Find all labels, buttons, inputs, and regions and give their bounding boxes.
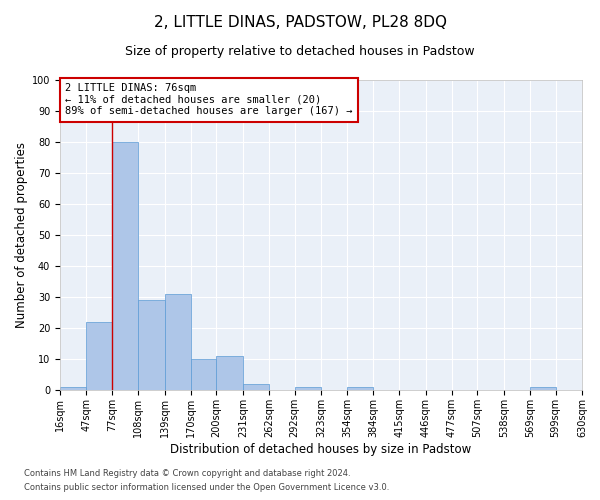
Bar — [243, 384, 269, 390]
Text: Size of property relative to detached houses in Padstow: Size of property relative to detached ho… — [125, 45, 475, 58]
Bar — [86, 322, 112, 390]
Bar — [164, 294, 191, 390]
Text: 2 LITTLE DINAS: 76sqm
← 11% of detached houses are smaller (20)
89% of semi-deta: 2 LITTLE DINAS: 76sqm ← 11% of detached … — [65, 83, 353, 116]
Bar — [60, 387, 86, 390]
Bar — [191, 359, 217, 390]
Bar — [347, 387, 373, 390]
Bar — [295, 387, 321, 390]
Bar — [138, 300, 164, 390]
Text: 2, LITTLE DINAS, PADSTOW, PL28 8DQ: 2, LITTLE DINAS, PADSTOW, PL28 8DQ — [154, 15, 446, 30]
Y-axis label: Number of detached properties: Number of detached properties — [15, 142, 28, 328]
Bar — [530, 387, 556, 390]
Bar — [217, 356, 243, 390]
Text: Contains public sector information licensed under the Open Government Licence v3: Contains public sector information licen… — [24, 484, 389, 492]
Bar — [112, 142, 138, 390]
X-axis label: Distribution of detached houses by size in Padstow: Distribution of detached houses by size … — [170, 442, 472, 456]
Text: Contains HM Land Registry data © Crown copyright and database right 2024.: Contains HM Land Registry data © Crown c… — [24, 468, 350, 477]
